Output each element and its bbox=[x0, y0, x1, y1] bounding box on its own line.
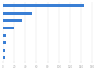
Bar bbox=[3, 4, 84, 7]
Bar bbox=[3, 19, 22, 22]
Bar bbox=[3, 56, 5, 59]
Bar bbox=[3, 49, 5, 52]
Bar bbox=[3, 27, 14, 29]
Bar bbox=[3, 12, 32, 15]
Bar bbox=[3, 41, 6, 44]
Bar bbox=[3, 34, 6, 37]
